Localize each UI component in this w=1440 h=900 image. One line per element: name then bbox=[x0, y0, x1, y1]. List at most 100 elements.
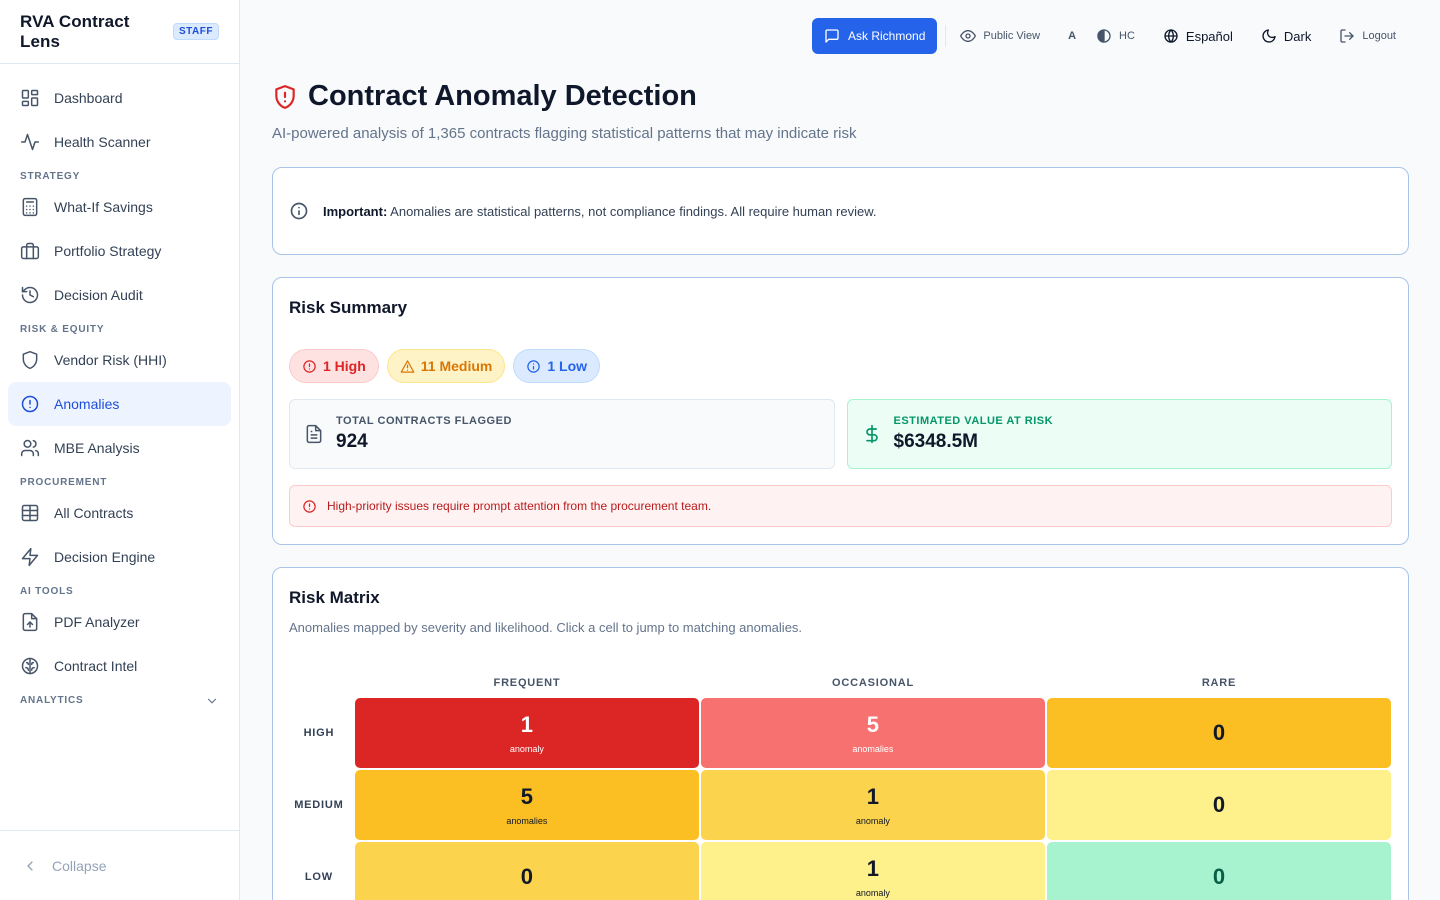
matrix-cell[interactable]: 0 bbox=[1046, 770, 1392, 840]
ask-richmond-button[interactable]: Ask Richmond bbox=[812, 18, 938, 54]
dark-mode-label: Dark bbox=[1283, 28, 1312, 44]
sidebar-item-label: Anomalies bbox=[54, 396, 120, 412]
matrix-cell[interactable]: 1 anomaly bbox=[354, 698, 699, 768]
logout-button[interactable]: Logout bbox=[1339, 28, 1396, 44]
zap-icon bbox=[21, 547, 39, 567]
matrix-row-header: HIGH bbox=[303, 727, 335, 739]
dark-mode-button[interactable]: Dark bbox=[1261, 28, 1311, 44]
info-icon bbox=[527, 359, 541, 373]
medium-pill-label: 11 Medium bbox=[420, 358, 493, 374]
sidebar-item-all-contracts[interactable]: All Contracts bbox=[8, 491, 231, 535]
risk-matrix-card: Risk Matrix Anomalies mapped by severity… bbox=[272, 567, 1409, 900]
matrix-column-headers: FREQUENT OCCASIONAL RARE bbox=[355, 668, 1393, 698]
sidebar-item-dashboard[interactable]: Dashboard bbox=[8, 76, 231, 120]
matrix-column-header: FREQUENT bbox=[493, 677, 561, 689]
sidebar-item-mbe-analysis[interactable]: MBE Analysis bbox=[8, 426, 231, 470]
matrix-column-header: RARE bbox=[1201, 677, 1237, 689]
sidebar-item-vendor-risk-hhi[interactable]: Vendor Risk (HHI) bbox=[8, 338, 231, 382]
matrix-cell[interactable]: 5 anomalies bbox=[700, 698, 1045, 768]
page-subtitle: AI-powered analysis of 1,365 contracts f… bbox=[272, 125, 857, 142]
page-title: Contract Anomaly Detection bbox=[308, 80, 697, 112]
sidebar-item-label: Dashboard bbox=[54, 90, 123, 106]
matrix-cell[interactable]: 1 anomaly bbox=[700, 770, 1045, 840]
users-icon bbox=[20, 439, 40, 457]
high-contrast-button[interactable]: HC bbox=[1096, 28, 1135, 44]
value-at-risk-stat: ESTIMATED VALUE AT RISK $6348.5M bbox=[846, 399, 1392, 469]
collapse-label: Collapse bbox=[52, 857, 107, 874]
table-icon bbox=[21, 504, 39, 522]
sidebar-item-label: Decision Audit bbox=[54, 287, 143, 303]
matrix-cell-unit: anomaly bbox=[509, 744, 544, 754]
sidebar-section-label: AI TOOLS bbox=[20, 586, 74, 597]
matrix-cell-count: 0 bbox=[1212, 864, 1226, 889]
font-size-button[interactable]: A bbox=[1068, 30, 1077, 42]
notice-bold: Important: bbox=[323, 203, 388, 219]
sidebar-section-risk-equity: RISK & EQUITY bbox=[8, 317, 231, 338]
matrix-cell[interactable]: 0 bbox=[354, 842, 699, 900]
medium-severity-pill[interactable]: 11 Medium bbox=[386, 349, 506, 383]
globe-icon bbox=[1164, 29, 1178, 43]
important-notice: Important: Anomalies are statistical pat… bbox=[272, 167, 1409, 255]
risk-matrix-subtitle: Anomalies mapped by severity and likelih… bbox=[289, 620, 803, 635]
sidebar-section-label: RISK & EQUITY bbox=[20, 324, 105, 335]
matrix-cell-count: 1 bbox=[866, 784, 880, 809]
moon-icon bbox=[1262, 29, 1276, 43]
sidebar-item-label: MBE Analysis bbox=[54, 440, 140, 456]
matrix-cell-count: 1 bbox=[866, 856, 880, 881]
sidebar-section-label: PROCUREMENT bbox=[20, 477, 108, 488]
sidebar-item-decision-audit[interactable]: Decision Audit bbox=[8, 273, 231, 317]
logout-label: Logout bbox=[1362, 30, 1396, 42]
matrix-row: HIGH 1 anomaly 5 anomalies 0 bbox=[289, 698, 1393, 768]
matrix-cell-unit: anomalies bbox=[506, 816, 548, 826]
staff-badge: STAFF bbox=[173, 23, 219, 40]
collapse-button[interactable]: Collapse bbox=[0, 830, 239, 900]
sidebar-item-portfolio-strategy[interactable]: Portfolio Strategy bbox=[8, 229, 231, 273]
contracts-flagged-stat: TOTAL CONTRACTS FLAGGED 924 bbox=[289, 399, 835, 469]
ask-richmond-label: Ask Richmond bbox=[848, 29, 926, 43]
matrix-cell[interactable]: 0 bbox=[1046, 698, 1392, 768]
low-severity-pill[interactable]: 1 Low bbox=[513, 349, 601, 383]
sidebar-section-analytics[interactable]: ANALYTICS bbox=[8, 688, 231, 709]
matrix-row: MEDIUM 5 anomalies 1 anomaly 0 bbox=[289, 770, 1393, 840]
sidebar: RVA Contract Lens STAFF Dashboard Health … bbox=[0, 0, 240, 900]
sidebar-item-label: PDF Analyzer bbox=[54, 614, 140, 630]
matrix-cell[interactable]: 1 anomaly bbox=[700, 842, 1045, 900]
matrix-cell-unit: anomaly bbox=[855, 888, 890, 898]
matrix-cell[interactable]: 0 bbox=[1046, 842, 1392, 900]
risk-matrix-grid: FREQUENT OCCASIONAL RARE HIGH 1 anomaly 5 anoma… bbox=[289, 668, 1393, 900]
sidebar-item-pdf-analyzer[interactable]: PDF Analyzer bbox=[8, 600, 231, 644]
matrix-row-header: LOW bbox=[304, 871, 333, 883]
matrix-cell-count: 5 bbox=[866, 712, 880, 737]
page-header: Contract Anomaly Detection bbox=[272, 80, 1409, 113]
notice-body: Anomalies are statistical patterns, not … bbox=[387, 203, 877, 219]
high-severity-pill[interactable]: 1 High bbox=[289, 349, 379, 383]
sidebar-item-contract-intel[interactable]: Contract Intel bbox=[8, 644, 231, 688]
low-pill-label: 1 Low bbox=[547, 358, 588, 374]
sidebar-item-health-scanner[interactable]: Health Scanner bbox=[8, 120, 231, 164]
alert-circle-icon bbox=[21, 395, 39, 413]
activity-icon bbox=[20, 133, 40, 151]
document-icon bbox=[306, 424, 322, 444]
sidebar-item-decision-engine[interactable]: Decision Engine bbox=[8, 535, 231, 579]
language-button[interactable]: Español bbox=[1163, 28, 1233, 44]
alert-text: High-priority issues require prompt atte… bbox=[327, 499, 712, 513]
matrix-cell-unit: anomalies bbox=[852, 744, 894, 754]
brain-icon bbox=[21, 657, 39, 675]
alert-circle-icon bbox=[303, 359, 316, 373]
sidebar-item-label: All Contracts bbox=[54, 505, 134, 521]
sidebar-section-label: ANALYTICS bbox=[20, 695, 84, 706]
risk-summary-title: Risk Summary bbox=[289, 298, 408, 317]
matrix-row: LOW 0 1 anomaly 0 bbox=[289, 842, 1393, 900]
sidebar-item-anomalies[interactable]: Anomalies bbox=[8, 382, 231, 426]
info-icon bbox=[290, 202, 308, 220]
risk-summary-card: Risk Summary 1 High 11 Medium 1 Low TOTA… bbox=[272, 277, 1409, 545]
briefcase-icon bbox=[20, 242, 40, 260]
warning-triangle-icon bbox=[400, 359, 415, 373]
public-view-button[interactable]: Public View bbox=[960, 28, 1040, 44]
matrix-cell-count: 0 bbox=[1212, 792, 1226, 817]
dollar-icon bbox=[865, 424, 878, 444]
high-pill-label: 1 High bbox=[323, 358, 366, 374]
sidebar-section-label: STRATEGY bbox=[20, 171, 81, 182]
matrix-cell[interactable]: 5 anomalies bbox=[354, 770, 699, 840]
sidebar-item-what-if-savings[interactable]: What-If Savings bbox=[8, 185, 231, 229]
